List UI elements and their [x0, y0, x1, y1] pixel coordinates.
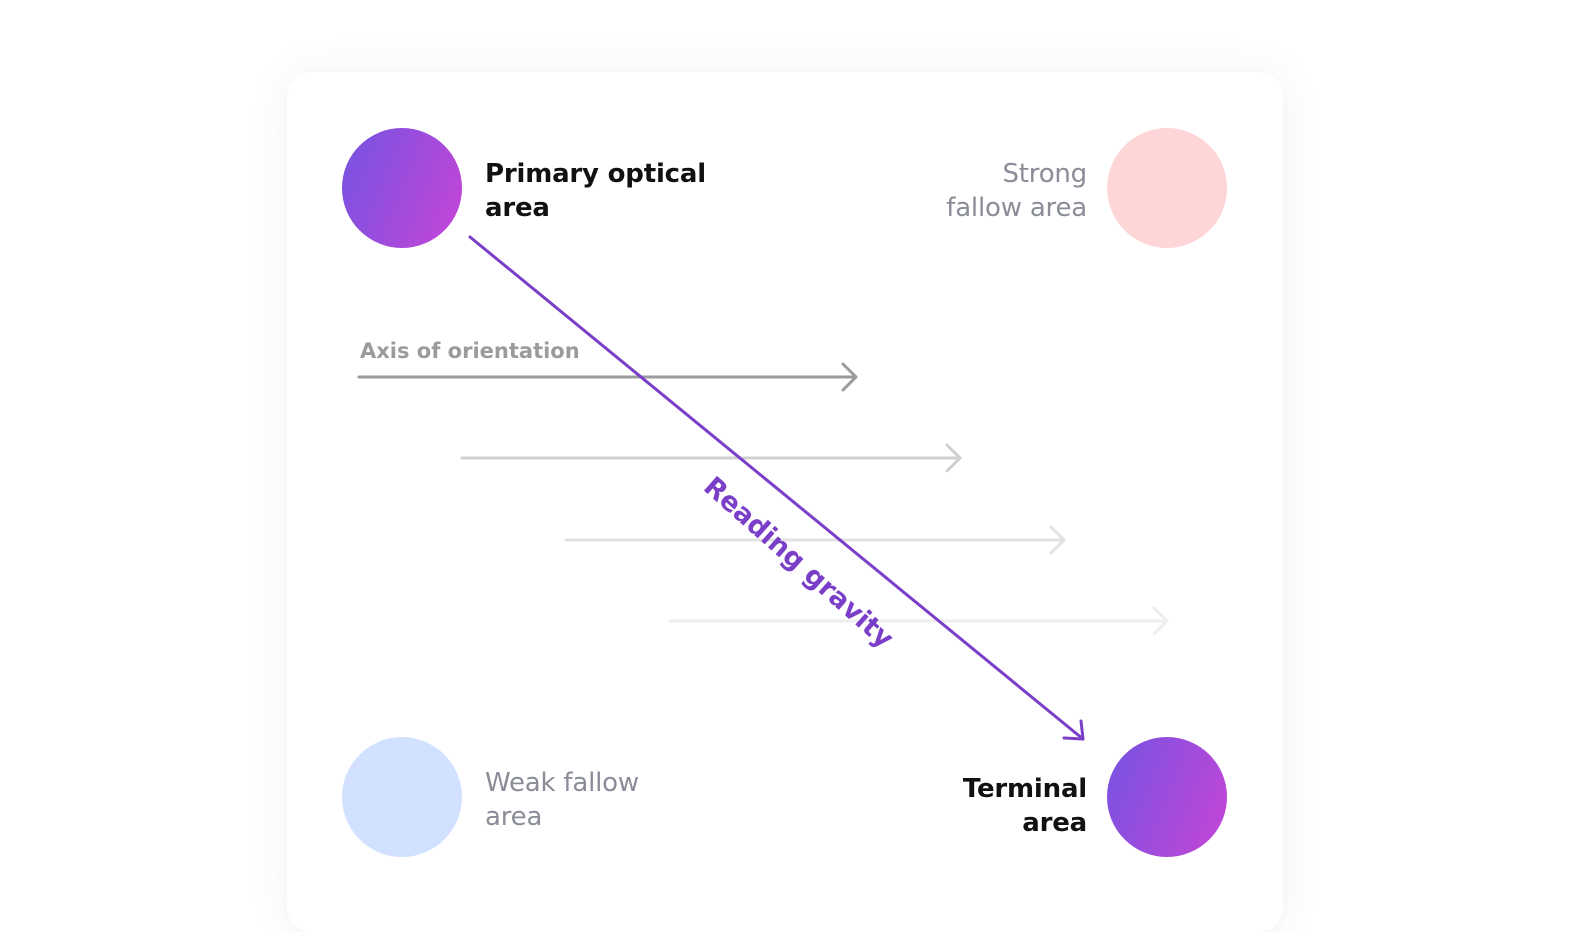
reading-gravity-arrow	[468, 235, 1085, 741]
orientation-arrow-1	[357, 362, 858, 392]
orientation-arrow-3	[564, 525, 1066, 555]
primary-optical-area-circle	[342, 128, 462, 248]
primary-optical-area-label: Primary optical area	[485, 159, 706, 223]
weak-fallow-area-label: Weak fallow area	[485, 768, 639, 832]
orientation-arrow-4	[668, 606, 1169, 636]
terminal-area-label: Terminal area	[962, 774, 1087, 838]
gutenberg-diagram	[342, 128, 1227, 857]
terminal-area-circle	[1107, 737, 1227, 857]
axis-of-orientation-label: Axis of orientation	[360, 339, 580, 363]
strong-fallow-area-circle	[1107, 128, 1227, 248]
strong-fallow-area-label: Strong fallow area	[946, 159, 1087, 223]
orientation-arrow-2	[460, 443, 962, 473]
weak-fallow-area-circle	[342, 737, 462, 857]
